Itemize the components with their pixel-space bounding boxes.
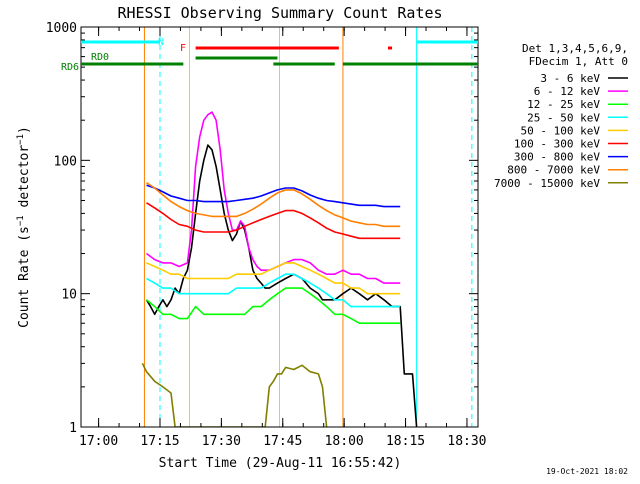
legend-label-7000-15000-kev: 7000 - 15000 keV: [494, 177, 600, 190]
series-line-25-50-kev: [146, 273, 401, 308]
series-line-3-6-kev: [145, 144, 418, 427]
chart-title: RHESSI Observing Summary Count Rates: [117, 4, 442, 22]
x-tick-label: 17:30: [202, 434, 241, 449]
y-tick-label: 1000: [46, 21, 77, 36]
series-line-300-800-kev: [146, 184, 401, 208]
state-bar-label-rd0: RD0: [91, 52, 109, 63]
state-bar-label-rd6: RD6: [61, 62, 79, 73]
x-tick-label: 17:15: [140, 434, 179, 449]
legend-label-6-12-kev: 6 - 12 keV: [534, 85, 601, 98]
legend-label-100-300-kev: 100 - 300 keV: [514, 138, 600, 151]
x-tick-label: 17:00: [79, 434, 118, 449]
x-tick-label: 18:00: [325, 434, 364, 449]
series-line-7000-15000-kev: [141, 363, 328, 427]
state-bar-label-n: N: [158, 37, 164, 48]
plot-area: [81, 27, 473, 427]
legend-label-12-25-kev: 12 - 25 keV: [527, 98, 600, 111]
x-tick-label: 18:15: [386, 434, 425, 449]
legend-label-800-7000-kev: 800 - 7000 keV: [507, 164, 600, 177]
state-bar-label-f: F: [180, 43, 186, 54]
series-line-12-25-kev: [145, 287, 401, 324]
y-tick-label: 100: [54, 154, 77, 169]
y-axis: 1 10 100 1000: [46, 21, 478, 436]
legend-label-25-50-kev: 25 - 50 keV: [527, 111, 600, 124]
footer-timestamp: 19-Oct-2021 18:02: [546, 467, 628, 476]
y-tick-label: 1: [69, 421, 77, 436]
series-line-50-100-kev: [146, 262, 401, 295]
legend-label-300-800-kev: 300 - 800 keV: [514, 151, 600, 164]
legend-header-line-1: Det 1,3,4,5,6,9,: [522, 42, 628, 55]
y-axis-label: Count Rate (s−1 detector−1): [16, 126, 32, 328]
y-tick-label: 10: [61, 288, 77, 303]
plot-frame: [80, 26, 479, 428]
legend-label-50-100-kev: 50 - 100 keV: [521, 124, 601, 137]
legend: Det 1,3,4,5,6,9, FDecim 1, Att 0 3 - 6 k…: [494, 42, 628, 190]
series-line-100-300-kev: [146, 202, 401, 240]
series-line-6-12-kev: [146, 111, 401, 284]
legend-label-3-6-kev: 3 - 6 keV: [540, 72, 600, 85]
legend-header-line-2: FDecim 1, Att 0: [529, 55, 628, 68]
x-tick-label: 17:45: [263, 434, 302, 449]
x-tick-label: 18:30: [447, 434, 486, 449]
series-line-800-7000-kev: [146, 182, 401, 228]
x-axis-label: Start Time (29-Aug-11 16:55:42): [159, 456, 402, 471]
x-axis: 17:00 17:15 17:30 17:45 18:00 18:15 18:30: [79, 27, 487, 449]
